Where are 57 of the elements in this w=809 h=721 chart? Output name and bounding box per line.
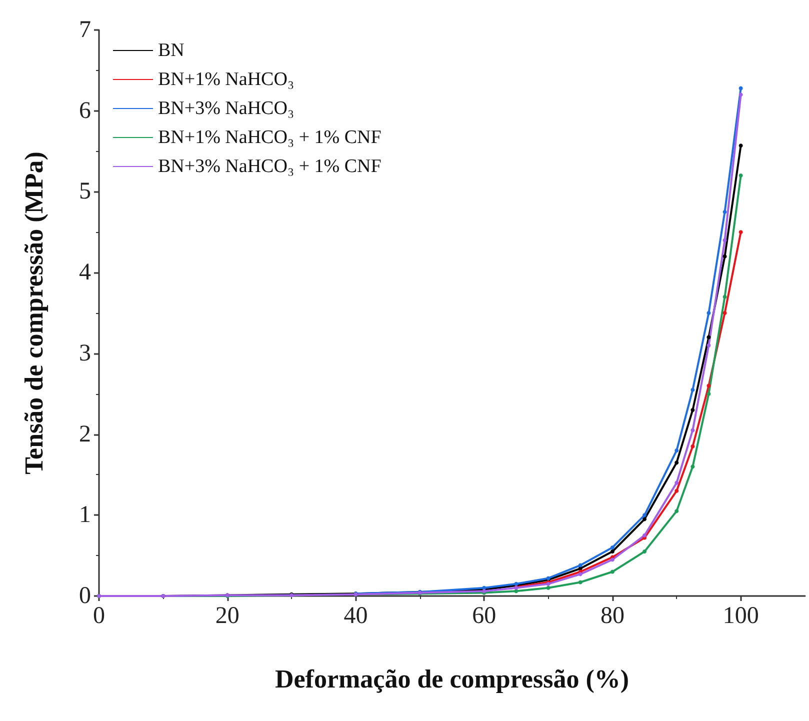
y-tick-label: 4: [79, 260, 91, 286]
legend-label: BN+1% NaHCO₃: [158, 69, 294, 90]
point: [642, 513, 647, 518]
point: [722, 311, 727, 315]
point: [578, 580, 582, 584]
y-axis-title: Tensão de compressão (MPa): [20, 152, 48, 474]
x-tick-label: 60: [472, 603, 496, 629]
point: [690, 444, 695, 448]
y-tick-label: 6: [79, 98, 91, 124]
point: [642, 533, 647, 538]
legend-label: BN+3% NaHCO₃: [158, 98, 294, 119]
point: [722, 238, 727, 242]
y-tick-label: 0: [79, 583, 91, 609]
point: [546, 586, 550, 590]
y-tick-label: 1: [79, 502, 91, 528]
point: [690, 428, 695, 432]
point: [738, 86, 743, 90]
point: [610, 550, 614, 554]
point: [610, 558, 614, 562]
x-tick-label: 40: [344, 603, 368, 629]
point: [722, 254, 727, 258]
point: [674, 460, 679, 465]
point: [610, 545, 614, 550]
y-tick-label: 7: [79, 17, 91, 43]
point: [642, 517, 647, 522]
point: [610, 570, 614, 574]
point: [722, 210, 727, 214]
point: [674, 480, 679, 485]
point: [706, 343, 711, 348]
x-tick-label: 20: [215, 603, 240, 629]
point: [690, 388, 695, 392]
point: [706, 335, 711, 340]
point: [674, 448, 679, 452]
x-axis-title: Deformação de compressão (%): [274, 664, 630, 694]
point: [690, 464, 695, 469]
point: [690, 408, 695, 412]
point: [706, 311, 711, 315]
point: [706, 392, 711, 396]
y-tick-label: 3: [79, 340, 91, 366]
x-tick-label: 100: [722, 603, 759, 629]
legend-label: BN+3% NaHCO₃ + 1% CNF: [158, 156, 382, 177]
point: [722, 294, 727, 299]
legend-label: BN+1% NaHCO₃ + 1% CNF: [158, 127, 382, 148]
y-tick-label: 5: [79, 178, 91, 205]
point: [738, 144, 743, 148]
point: [738, 174, 743, 178]
point: [674, 488, 679, 493]
point: [738, 92, 743, 97]
point: [578, 572, 582, 576]
legend-label: BN: [158, 40, 185, 61]
point: [578, 563, 582, 568]
point: [642, 550, 647, 554]
y-tick-label: 2: [79, 421, 91, 448]
point: [706, 384, 711, 388]
x-tick-label: 80: [600, 603, 624, 629]
point: [738, 230, 743, 234]
point: [674, 509, 679, 514]
